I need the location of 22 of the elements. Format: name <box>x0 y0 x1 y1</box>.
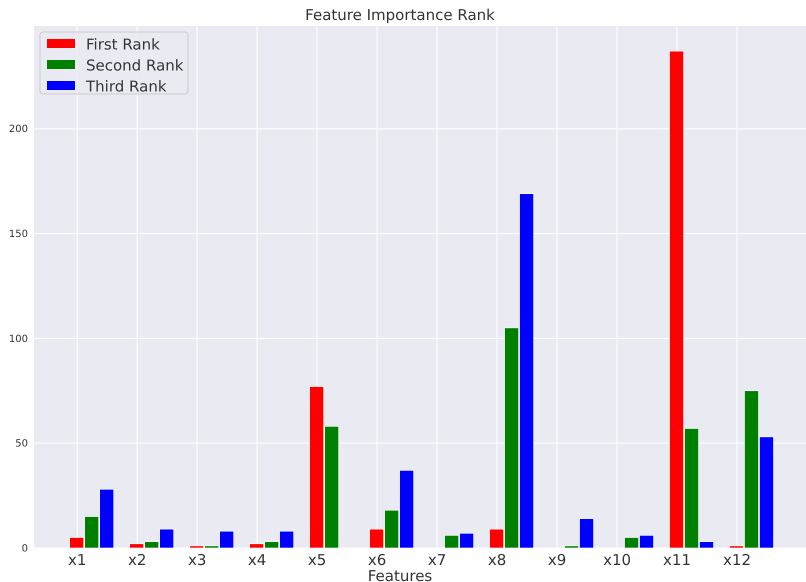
x-tick-label: x10 <box>603 551 632 569</box>
x-axis-title: Features <box>368 567 432 582</box>
x-tick-label: x3 <box>188 551 206 569</box>
x-tick-label: x8 <box>488 551 506 569</box>
chart-title: Feature Importance Rank <box>305 6 496 24</box>
y-tick-label: 200 <box>8 124 28 136</box>
legend-label: Second Rank <box>86 56 184 74</box>
x-tick-label: x9 <box>548 551 566 569</box>
x-tick-label: x7 <box>428 551 446 569</box>
y-tick-label: 150 <box>8 229 28 240</box>
legend-label: Third Rank <box>85 77 167 96</box>
x-tick-label: x12 <box>723 551 751 569</box>
y-tick-label: 100 <box>8 334 28 345</box>
x-tick-label: x2 <box>128 551 146 569</box>
y-tick-label: 0 <box>22 544 28 554</box>
legend-label: First Rank <box>86 35 160 54</box>
y-tick-label: 50 <box>15 438 28 450</box>
x-tick-label: x11 <box>663 551 692 569</box>
x-tick-label: x1 <box>68 551 86 569</box>
x-tick-label: x4 <box>248 551 266 569</box>
x-tick-label: x5 <box>308 551 326 569</box>
x-tick-label: x6 <box>368 551 386 569</box>
